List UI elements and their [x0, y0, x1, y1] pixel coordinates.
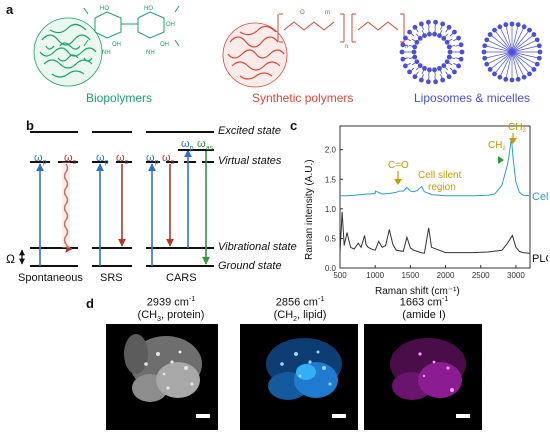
series-line-plga	[339, 211, 531, 254]
x-tick-label: 2500	[472, 271, 490, 280]
annotation-ch2: CH2	[488, 140, 506, 152]
panel-a-illustrations: HO OH HO OH OH NH NH O n n m	[33, 5, 543, 88]
y-axis-label: Raman intensity (A.U.)	[304, 159, 315, 260]
biopolymer-structure	[83, 5, 180, 47]
process-label-spontaneous: Spontaneous	[18, 272, 83, 284]
omega-p-label: ωp	[96, 152, 109, 167]
liposome-icon	[399, 19, 465, 85]
x-tick-label: 3000	[507, 271, 525, 280]
process-label-srs: SRS	[100, 272, 123, 284]
panel-a-label: a	[6, 2, 14, 17]
ground-state-label: Ground state	[218, 260, 282, 272]
x-tick-label: 2000	[437, 271, 455, 280]
x-tick-label: 1000	[366, 271, 384, 280]
omega-big-label: Ω	[6, 252, 15, 266]
omega-s-label: ωs	[162, 152, 175, 167]
series-label-plga: PLGA	[532, 253, 548, 265]
annotation-co: C=O	[388, 160, 409, 171]
image-title-lipid: 2856 cm-1 (CH2, lipid)	[273, 296, 327, 323]
omega-s-label: ωs	[64, 152, 77, 167]
spontaneous-emission-arrow	[63, 163, 73, 253]
excited-state-label: Excited state	[218, 125, 281, 137]
x-axis-ticks: 500 1000 1500 2000 2500 3000	[333, 265, 525, 280]
chem-label: OH	[160, 42, 169, 48]
y-tick-label: 1.5	[325, 175, 337, 184]
y-tick-label: 2.0	[325, 146, 337, 155]
omega-p-label: ωp	[34, 152, 47, 167]
micrograph-amide	[364, 324, 482, 430]
chem-label: HO	[144, 6, 153, 12]
y-axis-ticks: 0.0 0.5 1.0 1.5 2.0	[325, 146, 343, 273]
synthetic-polymer-structure	[277, 13, 405, 43]
omega-p-label: ωp	[146, 152, 159, 167]
micrograph-lipid	[240, 324, 358, 430]
annotation-silent: Cell silent	[418, 170, 462, 181]
micelle-icon	[481, 21, 543, 83]
annotation-silent: region	[428, 182, 456, 193]
scale-bar	[332, 414, 346, 418]
vibrational-state-label: Vibrational state	[218, 241, 297, 253]
image-title-amide: 1663 cm-1 (amide I)	[399, 296, 449, 321]
annotation-ch3: CH3	[508, 122, 526, 134]
caption-liposomes-micelles: Liposomes & micelles	[414, 91, 531, 105]
chem-label: OH	[166, 22, 175, 28]
y-tick-label: 0.0	[325, 264, 337, 273]
y-tick-label: 0.5	[325, 234, 337, 243]
series-line-cell	[340, 137, 531, 197]
panel-c-label: c	[290, 118, 298, 133]
biopolymer-coil-icon	[33, 17, 103, 87]
caption-synthetic-polymers: Synthetic polymers	[252, 91, 354, 105]
chem-label: OH	[112, 42, 121, 48]
plot-frame	[339, 125, 531, 269]
chem-label: O	[300, 10, 305, 16]
virtual-states-label: Virtual states	[218, 155, 282, 167]
chem-label: n	[345, 44, 348, 50]
y-tick-label: 1.0	[325, 205, 337, 214]
caption-biopolymers: Biopolymers	[86, 91, 153, 105]
micrograph-protein	[106, 324, 218, 430]
chem-label: HO	[100, 6, 109, 12]
x-tick-label: 500	[333, 271, 347, 280]
image-title-protein: 2939 cm-1 (CH3, protein)	[137, 296, 205, 323]
x-tick-label: 1500	[401, 271, 419, 280]
synthetic-polymer-coil-icon	[222, 22, 288, 88]
x-axis-label: Raman shift (cm⁻¹)	[375, 286, 460, 297]
process-label-cars: CARS	[166, 272, 197, 284]
omega-p-label: ωp	[181, 138, 194, 153]
energy-diagram	[19, 131, 214, 267]
series-label-cell: Cell	[532, 191, 548, 203]
omega-s-label: ωs	[116, 152, 129, 167]
raman-spectrum-chart: 0.00.51.01.52.0 500 1000 1500 2000 2500 3000 …	[304, 122, 548, 297]
chem-label: NH	[146, 50, 155, 56]
panel-d-label: d	[86, 296, 94, 311]
chem-label: NH	[102, 50, 111, 56]
chem-label: m	[325, 10, 330, 16]
panel-b-label: b	[26, 118, 34, 133]
chem-label: n	[405, 44, 408, 50]
scale-bar	[196, 414, 210, 418]
omega-as-label: ωas	[197, 138, 213, 153]
scale-bar	[456, 414, 470, 418]
